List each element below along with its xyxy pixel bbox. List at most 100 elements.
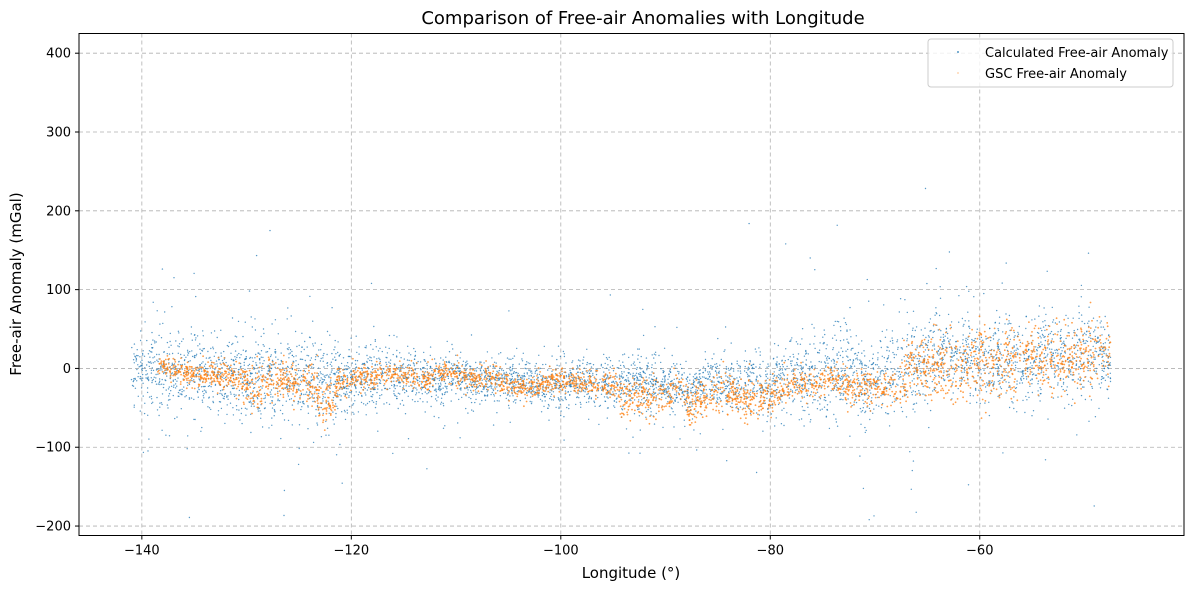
scatter-point [806, 394, 809, 396]
scatter-point [1068, 332, 1070, 334]
scatter-point [328, 412, 330, 414]
scatter-point [635, 374, 637, 376]
scatter-point [964, 355, 966, 358]
scatter-point [857, 359, 859, 361]
scatter-point [722, 410, 724, 413]
scatter-point [534, 392, 537, 394]
scatter-point [1003, 375, 1006, 377]
scatter-point [350, 391, 352, 394]
scatter-point [804, 372, 806, 375]
scatter-point [365, 347, 367, 349]
scatter-point [815, 376, 817, 378]
scatter-point [387, 377, 389, 380]
scatter-point [396, 385, 398, 387]
scatter-point [531, 401, 533, 403]
scatter-point [1038, 342, 1040, 345]
scatter-point [728, 369, 730, 371]
scatter-point [405, 366, 407, 368]
scatter-point [1014, 355, 1016, 357]
scatter-point [952, 381, 954, 383]
scatter-point [922, 342, 924, 344]
scatter-point [560, 396, 562, 398]
scatter-point [355, 391, 357, 393]
scatter-point [699, 377, 702, 380]
scatter-point [308, 372, 310, 374]
scatter-point [1025, 378, 1028, 380]
scatter-point [269, 402, 271, 405]
scatter-point [454, 382, 457, 384]
scatter-point [221, 367, 223, 369]
scatter-point [996, 357, 998, 359]
scatter-point [781, 379, 783, 381]
scatter-point [774, 384, 776, 387]
scatter-point [300, 408, 302, 411]
scatter-point [160, 402, 163, 404]
scatter-point [705, 389, 707, 391]
scatter-point [625, 386, 627, 388]
scatter-point [322, 357, 324, 359]
scatter-point [146, 339, 148, 342]
scatter-point [578, 390, 581, 392]
scatter-point [134, 387, 137, 389]
scatter-point [911, 344, 913, 346]
scatter-point [647, 382, 649, 384]
scatter-point [635, 372, 638, 374]
scatter-point [790, 364, 793, 367]
scatter-point [426, 368, 428, 370]
scatter-point [512, 383, 514, 385]
scatter-point [1105, 353, 1107, 355]
scatter-point [1062, 381, 1065, 384]
scatter-point [429, 346, 432, 348]
scatter-point [184, 363, 186, 365]
scatter-point [1071, 379, 1074, 381]
scatter-point [1045, 324, 1047, 327]
scatter-point [1104, 328, 1106, 331]
scatter-point [280, 352, 282, 354]
scatter-point [398, 367, 400, 369]
scatter-point [1050, 386, 1053, 388]
scatter-point [905, 372, 907, 374]
scatter-point [952, 335, 954, 337]
scatter-point [809, 382, 811, 384]
scatter-point [593, 401, 596, 404]
scatter-point [192, 369, 194, 371]
scatter-point [646, 369, 648, 371]
scatter-point [841, 369, 843, 372]
scatter-point [343, 392, 345, 395]
scatter-point [241, 422, 243, 425]
scatter-point [918, 392, 920, 394]
scatter-point [323, 366, 325, 368]
scatter-point [999, 350, 1001, 353]
scatter-point [417, 400, 419, 403]
scatter-point [311, 396, 313, 398]
scatter-point [458, 370, 460, 373]
scatter-point [583, 367, 585, 369]
scatter-point [731, 402, 733, 404]
scatter-point [949, 339, 951, 341]
scatter-point [526, 373, 528, 375]
scatter-point [332, 373, 335, 375]
scatter-point [544, 400, 546, 402]
scatter-point [666, 392, 668, 395]
scatter-point [157, 383, 160, 385]
scatter-point [990, 381, 993, 384]
scatter-point [769, 373, 772, 375]
scatter-point [298, 344, 300, 347]
scatter-point [161, 393, 164, 395]
scatter-point [491, 372, 494, 375]
scatter-point [640, 355, 642, 358]
scatter-point [280, 437, 282, 440]
scatter-point [435, 388, 437, 390]
scatter-point [237, 320, 240, 323]
scatter-point [736, 360, 738, 362]
scatter-point [1031, 378, 1033, 381]
scatter-point [198, 388, 200, 391]
scatter-point [1078, 338, 1080, 341]
scatter-point [568, 404, 570, 406]
scatter-point [886, 329, 888, 331]
scatter-point [326, 353, 328, 356]
scatter-point [720, 393, 723, 395]
scatter-point [313, 367, 315, 369]
scatter-point [1016, 361, 1018, 363]
scatter-point [893, 410, 895, 413]
